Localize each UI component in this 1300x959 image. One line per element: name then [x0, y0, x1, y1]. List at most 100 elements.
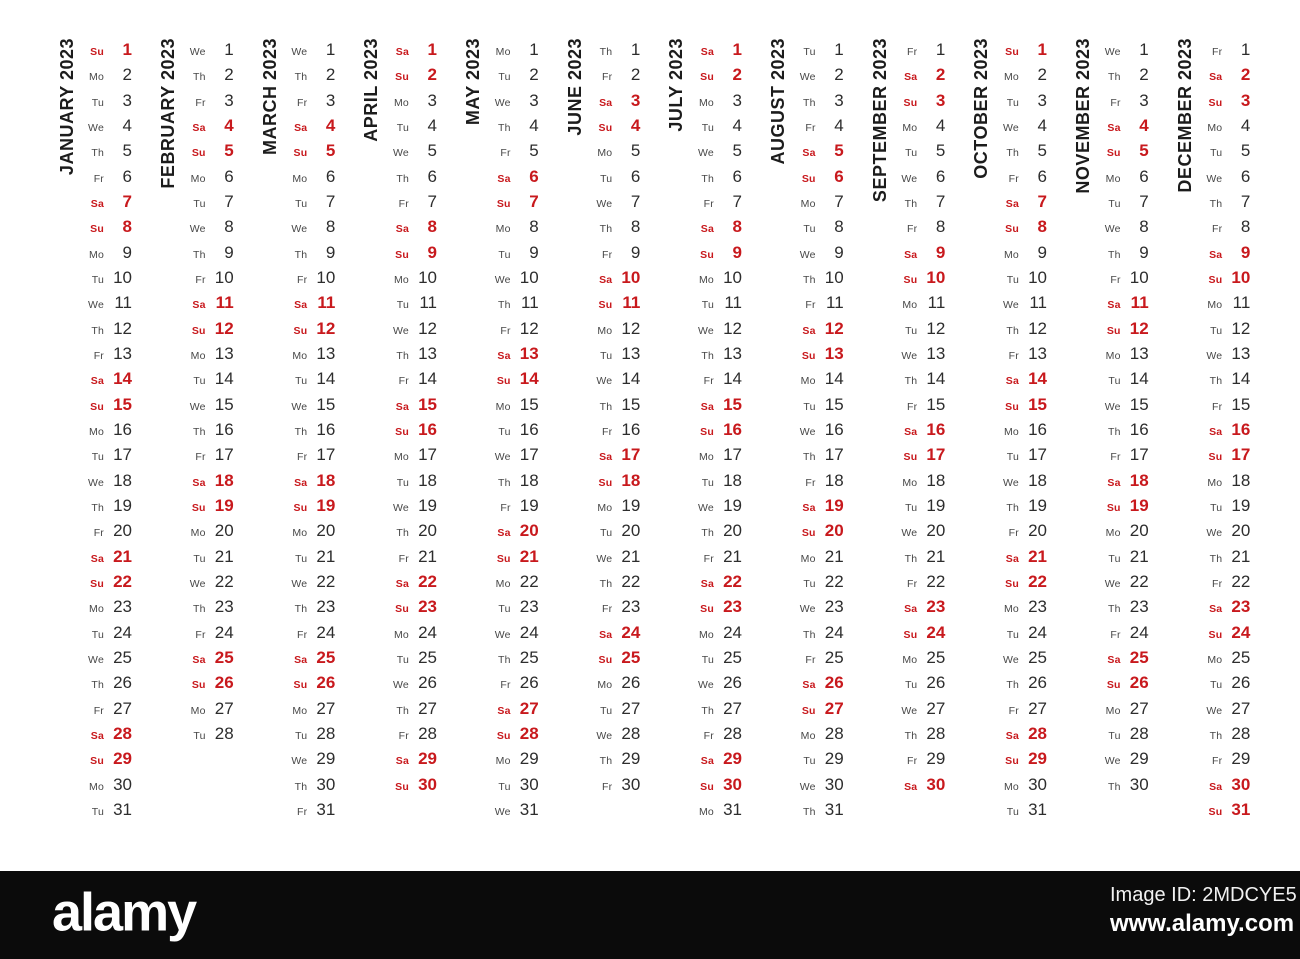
weekday-label: Fr [907, 400, 918, 413]
day-row: Su 17 [891, 445, 946, 470]
day-row: Su 2 [383, 65, 437, 90]
weekday-label: Tu [1108, 375, 1121, 388]
day-row: We 8 [1095, 217, 1149, 242]
weekday-label: We [189, 46, 206, 58]
day-row: Su 18 [586, 471, 641, 496]
day-row: Su 24 [891, 623, 946, 648]
weekday-label: Mo [597, 679, 613, 692]
day-row: Sa 5 [790, 141, 843, 166]
day-number: 15 [418, 394, 437, 414]
day-row: Mo 15 [485, 395, 539, 420]
day-number: 3 [732, 90, 742, 110]
day-number: 4 [1037, 115, 1047, 135]
day-number: 11 [927, 293, 946, 313]
weekday-label: Fr [1008, 172, 1019, 185]
day-number: 16 [214, 419, 234, 439]
weekday-label: Sa [497, 527, 511, 540]
day-row: Th 17 [790, 445, 844, 470]
day-number: 19 [1028, 495, 1047, 515]
day-row: Sa 11 [180, 293, 233, 318]
day-row: Fr 3 [180, 91, 233, 116]
weekday-label: We [1003, 476, 1019, 489]
day-number: 20 [519, 521, 539, 541]
day-row: Sa 29 [383, 749, 437, 774]
day-row: Fr 15 [1196, 395, 1250, 420]
day-row: Sa 4 [281, 116, 335, 141]
day-row: We 21 [586, 547, 640, 572]
day-number: 15 [316, 394, 336, 414]
day-row: Mo 11 [891, 293, 945, 318]
weekday-label: Th [1209, 375, 1223, 388]
weekday-label: We [189, 400, 206, 413]
day-row: Sa 11 [1095, 293, 1148, 318]
day-row: We 23 [790, 597, 844, 622]
day-row: Mo 18 [891, 471, 945, 496]
day-number: 21 [113, 546, 132, 566]
weekday-label: Su [1208, 805, 1223, 818]
month-column: JUNE 2023 Th 1 Fr 2 Sa 3 Su 4 Mo 5 Tu 6 We 7 Th 8 Fr 9 Sa 10… [564, 38, 666, 825]
day-number: 23 [214, 597, 234, 617]
day-number: 30 [723, 774, 742, 794]
day-row: Tu 10 [993, 268, 1047, 293]
weekday-label: Th [396, 527, 409, 540]
weekday-label: Mo [902, 653, 918, 666]
weekday-label: Mo [393, 96, 409, 109]
day-row: Tu 21 [180, 546, 234, 572]
day-row: We 26 [383, 673, 437, 698]
day-number: 10 [113, 267, 132, 287]
day-row: Tu 27 [586, 699, 640, 724]
day-number: 26 [113, 673, 132, 693]
weekday-label: Sa [599, 451, 613, 464]
weekday-label: Tu [803, 400, 816, 413]
day-row: Mo 30 [78, 775, 132, 800]
weekday-label: Fr [805, 299, 816, 312]
weekday-label: Su [598, 653, 613, 666]
day-number: 20 [214, 521, 234, 541]
day-number: 27 [824, 698, 844, 718]
weekday-label: Tu [600, 527, 613, 540]
weekday-label: Th [193, 71, 206, 84]
weekday-label: Su [903, 628, 918, 641]
weekday-label: Sa [294, 653, 308, 666]
weekday-label: We [901, 704, 918, 717]
day-row: Th 13 [383, 344, 437, 369]
weekday-label: Tu [396, 653, 409, 666]
weekday-label: Mo [393, 628, 409, 641]
day-number: 9 [834, 242, 844, 262]
day-number: 14 [723, 369, 742, 389]
day-number: 18 [316, 470, 336, 490]
day-number: 15 [723, 394, 742, 414]
day-number: 23 [519, 597, 539, 617]
day-row: Tu 9 [485, 243, 538, 268]
weekday-label: We [1104, 400, 1121, 413]
day-number: 13 [418, 343, 437, 363]
day-row: Fr 4 [790, 116, 843, 141]
weekday-label: We [494, 628, 511, 641]
day-number: 10 [418, 267, 437, 287]
weekday-label: Su [1208, 96, 1223, 109]
day-number: 22 [824, 571, 844, 591]
day-number: 29 [723, 749, 742, 769]
day-number: 27 [1028, 698, 1047, 718]
day-number: 20 [316, 521, 336, 541]
weekday-label: Su [191, 679, 206, 692]
day-row: Su 23 [383, 597, 437, 622]
day-number: 1 [732, 40, 742, 59]
day-number: 24 [1028, 622, 1047, 642]
day-number: 1 [834, 40, 844, 59]
weekday-label: Su [191, 501, 206, 514]
weekday-label: We [1104, 755, 1121, 768]
day-row: Su 8 [993, 217, 1047, 242]
day-number: 18 [824, 470, 844, 490]
day-row: Th 8 [586, 217, 641, 242]
day-number: 21 [214, 546, 234, 566]
day-row: Fr 10 [180, 268, 233, 293]
day-row: Th 19 [78, 496, 132, 521]
day-row: Tu 7 [1095, 192, 1148, 217]
image-id-label: Image ID: 2MDCYE5 [1110, 884, 1297, 906]
day-row: Fr 21 [383, 547, 437, 572]
day-row: Th 5 [78, 141, 132, 166]
weekday-label: Th [599, 46, 613, 58]
weekday-label: Fr [500, 147, 511, 160]
weekday-label: Mo [495, 223, 511, 236]
